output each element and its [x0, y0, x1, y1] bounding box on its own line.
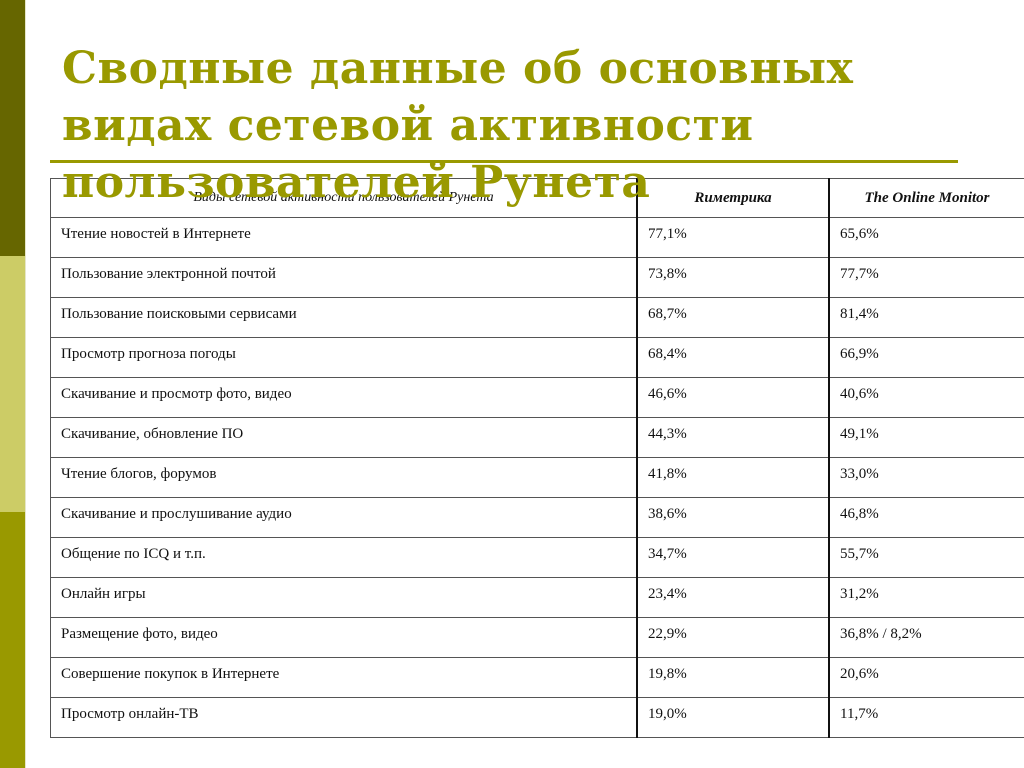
- cell-online-monitor: 46,8%: [828, 497, 1024, 538]
- header-online-monitor: The Online Monitor: [828, 178, 1024, 218]
- cell-rimetrika: 68,4%: [636, 337, 830, 378]
- sidebar-stripe-dark: [0, 0, 25, 256]
- cell-activity: Просмотр прогноза погоды: [50, 337, 638, 378]
- cell-online-monitor: 40,6%: [828, 377, 1024, 418]
- cell-online-monitor: 55,7%: [828, 537, 1024, 578]
- table-row: Скачивание, обновление ПО 44,3% 49,1%: [50, 417, 1024, 458]
- cell-activity: Скачивание и просмотр фото, видео: [50, 377, 638, 418]
- cell-online-monitor: 31,2%: [828, 577, 1024, 618]
- table-row: Онлайн игры 23,4% 31,2%: [50, 577, 1024, 618]
- cell-activity: Чтение новостей в Интернете: [50, 217, 638, 258]
- cell-rimetrika: 23,4%: [636, 577, 830, 618]
- header-rimetrika: Rиметрика: [636, 178, 830, 218]
- table-row: Общение по ICQ и т.п. 34,7% 55,7%: [50, 537, 1024, 578]
- table-row: Пользование поисковыми сервисами 68,7% 8…: [50, 297, 1024, 338]
- activity-table: Виды сетевой активности пользователей Ру…: [50, 178, 1024, 738]
- cell-rimetrika: 77,1%: [636, 217, 830, 258]
- cell-activity: Скачивание, обновление ПО: [50, 417, 638, 458]
- table-row: Чтение блогов, форумов 41,8% 33,0%: [50, 457, 1024, 498]
- cell-online-monitor: 36,8% / 8,2%: [828, 617, 1024, 658]
- cell-rimetrika: 46,6%: [636, 377, 830, 418]
- cell-activity: Скачивание и прослушивание аудио: [50, 497, 638, 538]
- sidebar-stripe-mid: [0, 512, 25, 768]
- cell-activity: Общение по ICQ и т.п.: [50, 537, 638, 578]
- cell-activity: Размещение фото, видео: [50, 617, 638, 658]
- cell-online-monitor: 33,0%: [828, 457, 1024, 498]
- cell-rimetrika: 44,3%: [636, 417, 830, 458]
- table-row: Просмотр онлайн-ТВ 19,0% 11,7%: [50, 697, 1024, 738]
- cell-rimetrika: 34,7%: [636, 537, 830, 578]
- table-row: Размещение фото, видео 22,9% 36,8% / 8,2…: [50, 617, 1024, 658]
- cell-activity: Просмотр онлайн-ТВ: [50, 697, 638, 738]
- cell-activity: Онлайн игры: [50, 577, 638, 618]
- sidebar-edge: [25, 0, 26, 768]
- cell-rimetrika: 38,6%: [636, 497, 830, 538]
- cell-online-monitor: 20,6%: [828, 657, 1024, 698]
- cell-activity: Пользование поисковыми сервисами: [50, 297, 638, 338]
- table-row: Совершение покупок в Интернете 19,8% 20,…: [50, 657, 1024, 698]
- table-row: Просмотр прогноза погоды 68,4% 66,9%: [50, 337, 1024, 378]
- cell-rimetrika: 19,8%: [636, 657, 830, 698]
- table-row: Скачивание и просмотр фото, видео 46,6% …: [50, 377, 1024, 418]
- cell-rimetrika: 19,0%: [636, 697, 830, 738]
- table-row: Пользование электронной почтой 73,8% 77,…: [50, 257, 1024, 298]
- cell-rimetrika: 68,7%: [636, 297, 830, 338]
- cell-activity: Совершение покупок в Интернете: [50, 657, 638, 698]
- title-underline: [50, 160, 958, 163]
- cell-online-monitor: 81,4%: [828, 297, 1024, 338]
- cell-activity: Чтение блогов, форумов: [50, 457, 638, 498]
- cell-activity: Пользование электронной почтой: [50, 257, 638, 298]
- table-row: Чтение новостей в Интернете 77,1% 65,6%: [50, 217, 1024, 258]
- cell-online-monitor: 66,9%: [828, 337, 1024, 378]
- cell-rimetrika: 41,8%: [636, 457, 830, 498]
- header-activity: Виды сетевой активности пользователей Ру…: [50, 178, 638, 218]
- table-row: Скачивание и прослушивание аудио 38,6% 4…: [50, 497, 1024, 538]
- cell-online-monitor: 65,6%: [828, 217, 1024, 258]
- cell-online-monitor: 77,7%: [828, 257, 1024, 298]
- sidebar-stripe-light: [0, 256, 25, 512]
- cell-online-monitor: 11,7%: [828, 697, 1024, 738]
- table-header-row: Виды сетевой активности пользователей Ру…: [50, 178, 1024, 218]
- cell-rimetrika: 22,9%: [636, 617, 830, 658]
- cell-online-monitor: 49,1%: [828, 417, 1024, 458]
- cell-rimetrika: 73,8%: [636, 257, 830, 298]
